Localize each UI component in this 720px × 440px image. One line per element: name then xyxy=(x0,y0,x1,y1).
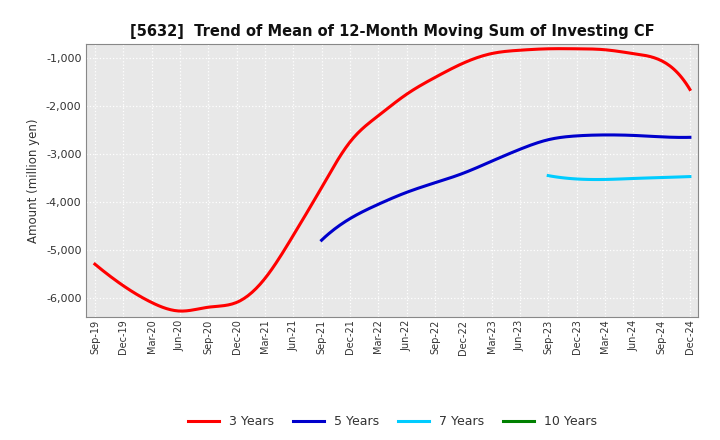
7 Years xyxy=(571,176,580,182)
7 Years xyxy=(680,174,688,180)
Line: 3 Years: 3 Years xyxy=(95,49,690,311)
Legend: 3 Years, 5 Years, 7 Years, 10 Years: 3 Years, 5 Years, 7 Years, 10 Years xyxy=(183,411,602,433)
7 Years xyxy=(577,176,585,182)
Y-axis label: Amount (million yen): Amount (million yen) xyxy=(27,118,40,242)
7 Years xyxy=(675,174,684,180)
Line: 5 Years: 5 Years xyxy=(322,135,690,240)
7 Years xyxy=(685,174,694,179)
3 Years xyxy=(91,261,99,267)
7 Years xyxy=(618,176,627,182)
5 Years xyxy=(332,225,341,230)
3 Years xyxy=(445,67,454,73)
5 Years xyxy=(669,135,678,140)
5 Years xyxy=(415,185,424,191)
5 Years xyxy=(318,238,326,243)
5 Years xyxy=(386,196,395,202)
3 Years xyxy=(634,51,642,57)
7 Years xyxy=(593,177,601,182)
5 Years xyxy=(685,135,694,140)
3 Years xyxy=(456,62,465,67)
5 Years xyxy=(604,132,613,138)
3 Years xyxy=(557,46,565,51)
3 Years xyxy=(685,87,694,92)
3 Years xyxy=(447,66,456,72)
3 Years xyxy=(596,47,605,52)
Title: [5632]  Trend of Mean of 12-Month Moving Sum of Investing CF: [5632] Trend of Mean of 12-Month Moving … xyxy=(130,24,654,39)
3 Years xyxy=(178,308,186,314)
Line: 7 Years: 7 Years xyxy=(548,176,690,180)
7 Years xyxy=(630,176,639,181)
7 Years xyxy=(544,173,552,178)
3 Years xyxy=(93,263,102,268)
5 Years xyxy=(656,134,665,139)
5 Years xyxy=(339,220,348,225)
